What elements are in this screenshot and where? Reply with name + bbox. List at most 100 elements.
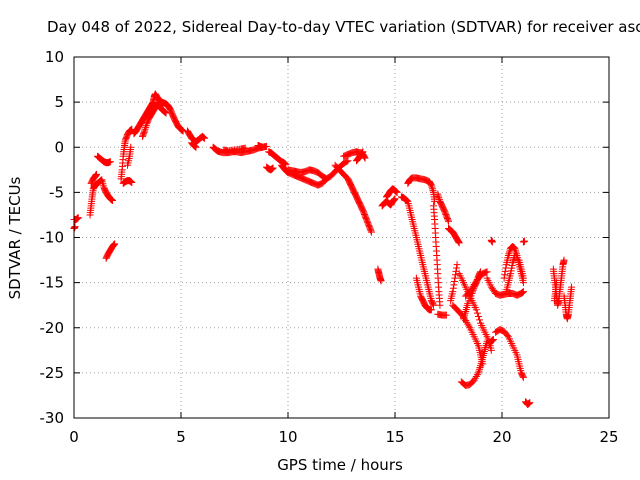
data-point (553, 279, 561, 287)
data-point (503, 331, 511, 339)
data-point (165, 104, 173, 112)
data-point (473, 309, 481, 317)
data-point (435, 196, 443, 204)
data-point (466, 288, 474, 296)
data-point (358, 149, 366, 157)
data-point (511, 244, 519, 252)
data-point (476, 316, 484, 324)
y-tick-label: -30 (40, 409, 65, 427)
data-point (359, 148, 367, 156)
data-point (427, 306, 435, 314)
data-point (502, 264, 510, 272)
data-point (434, 190, 442, 198)
data-point (512, 250, 520, 258)
data-point (241, 144, 249, 152)
data-point (463, 318, 471, 326)
x-tick-label: 5 (176, 428, 186, 446)
data-point (474, 312, 482, 320)
x-axis-label: GPS time / hours (277, 456, 403, 474)
data-point (459, 315, 467, 323)
data-point (476, 363, 484, 371)
data-point (127, 143, 135, 151)
y-tick-label: 5 (54, 93, 64, 111)
data-point (476, 365, 484, 373)
data-point (142, 122, 150, 130)
data-point (344, 157, 352, 165)
data-point (511, 252, 519, 260)
data-point (426, 179, 434, 187)
data-point (358, 148, 366, 156)
data-point (455, 239, 463, 247)
data-point (488, 238, 496, 246)
data-point (520, 237, 528, 245)
data-point (442, 311, 450, 319)
y-tick-label: 0 (54, 138, 64, 156)
data-point (361, 154, 369, 162)
y-tick-label: -25 (40, 364, 65, 382)
data-point (512, 248, 520, 256)
y-tick-label: -5 (49, 183, 64, 201)
data-point (510, 253, 518, 261)
data-point (505, 250, 513, 258)
data-point (201, 134, 209, 142)
data-point (450, 281, 458, 289)
data-point (323, 175, 331, 183)
data-point (560, 256, 568, 264)
data-point (454, 237, 462, 245)
data-point (269, 164, 277, 172)
data-point (450, 277, 458, 285)
data-point (449, 288, 457, 296)
data-point (162, 109, 170, 117)
data-point (453, 261, 461, 269)
data-point (455, 238, 463, 246)
data-point (258, 143, 266, 151)
data-point (451, 271, 459, 279)
data-point (106, 158, 114, 166)
data-point (321, 174, 329, 182)
data-point (429, 300, 437, 308)
data-point (501, 267, 509, 275)
data-point (391, 195, 399, 203)
data-point (430, 301, 438, 309)
data-point (471, 374, 479, 382)
data-point (110, 241, 118, 249)
data-point (465, 322, 473, 330)
data-point (367, 227, 375, 235)
y-tick-label: 10 (45, 48, 64, 66)
data-point (192, 143, 200, 151)
data-point (519, 372, 527, 380)
data-point (429, 187, 437, 195)
data-point (487, 346, 495, 354)
data-point (489, 335, 497, 343)
data-point (434, 192, 442, 200)
x-tick-label: 15 (385, 428, 404, 446)
data-point (453, 264, 461, 272)
data-point (444, 216, 452, 224)
data-point (111, 240, 119, 248)
data-point (109, 196, 117, 204)
data-point (140, 128, 148, 136)
chart-title: Day 048 of 2022, Sidereal Day-to-day VTE… (47, 18, 640, 36)
data-point (141, 127, 149, 135)
data-point (428, 183, 436, 191)
data-point (343, 157, 351, 165)
data-point (474, 369, 482, 377)
data-point (461, 309, 469, 317)
x-tick-label: 25 (599, 428, 618, 446)
data-point (472, 372, 480, 380)
data-point (568, 283, 576, 291)
data-point (501, 271, 509, 279)
data-point (74, 214, 82, 222)
data-point (435, 194, 443, 202)
data-point (464, 320, 472, 328)
data-point (470, 376, 478, 384)
data-point (468, 284, 476, 292)
data-point (393, 188, 401, 196)
data-point (472, 306, 480, 314)
data-point (526, 399, 534, 407)
data-point (461, 311, 469, 319)
y-tick-label: -20 (40, 319, 65, 337)
data-point (519, 373, 527, 381)
data-point (427, 181, 435, 189)
